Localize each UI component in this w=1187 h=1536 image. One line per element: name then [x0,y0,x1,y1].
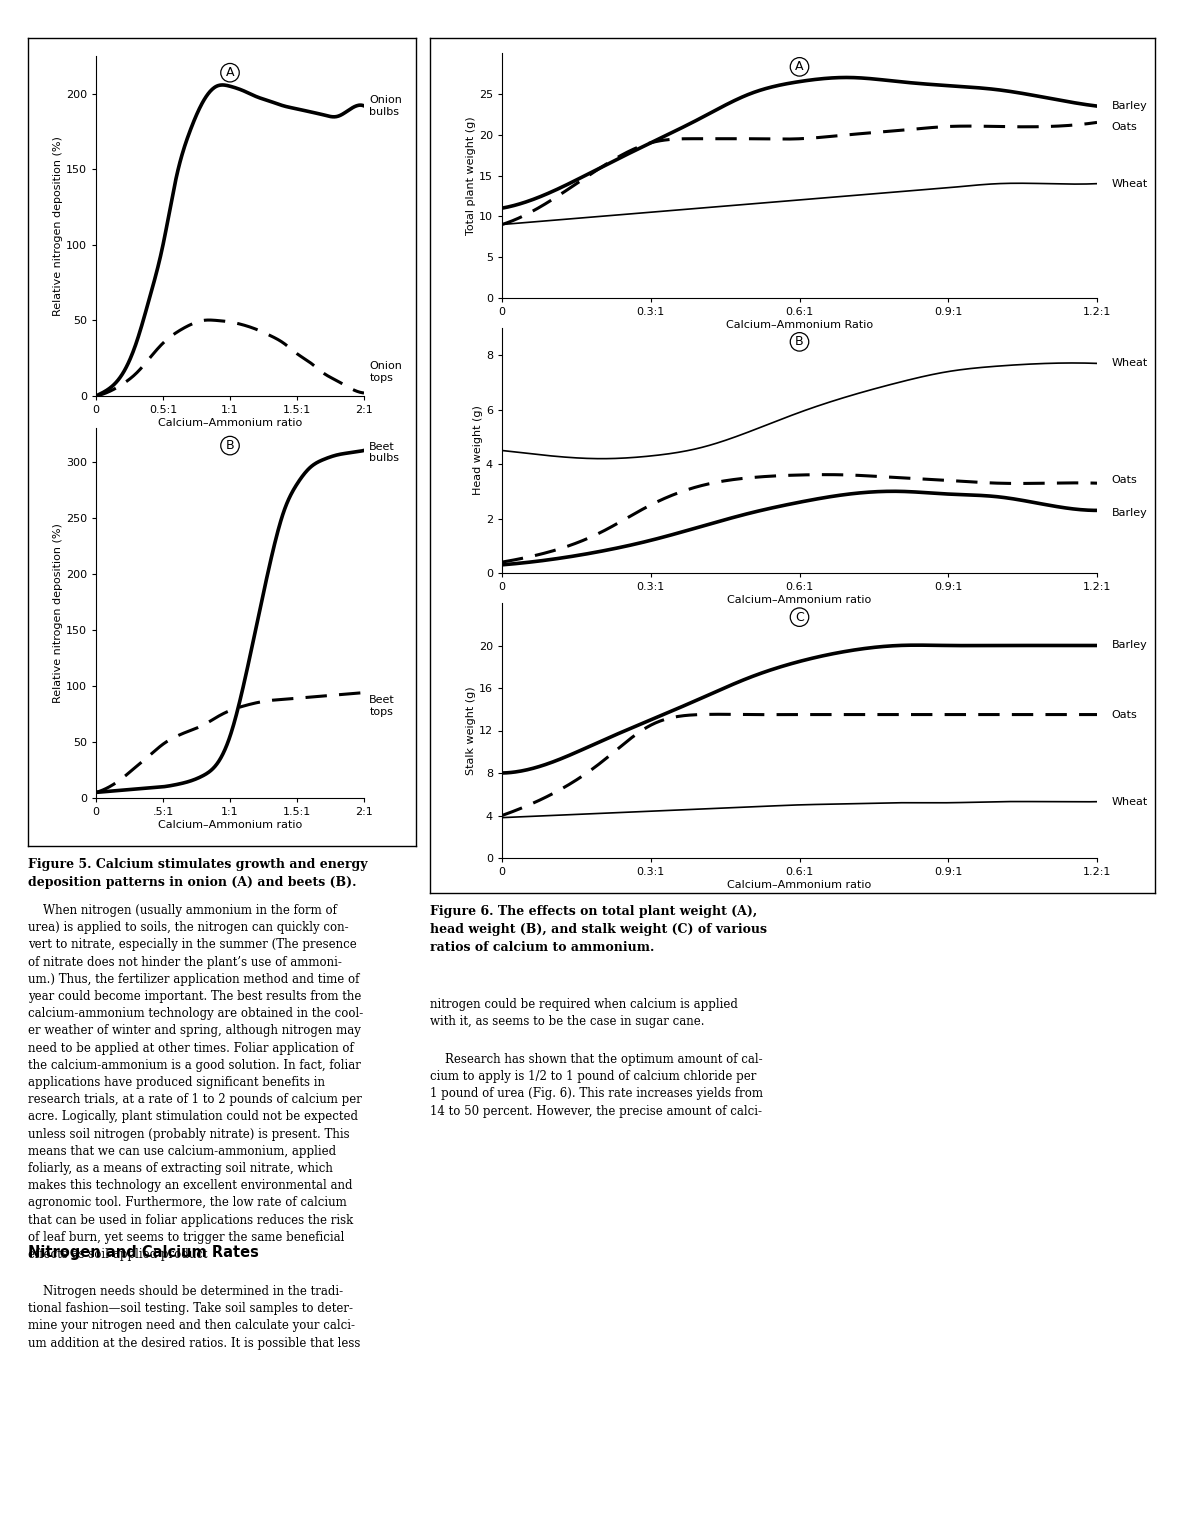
Text: Barley: Barley [1112,641,1148,651]
Text: C: C [795,611,804,624]
Text: Barley: Barley [1112,101,1148,111]
Text: Wheat: Wheat [1112,797,1148,806]
Text: B: B [795,335,804,349]
X-axis label: Calcium–Ammonium ratio: Calcium–Ammonium ratio [728,880,871,889]
Text: Barley: Barley [1112,508,1148,518]
Text: A: A [795,60,804,74]
Text: Nitrogen needs should be determined in the tradi-
tional fashion—soil testing. T: Nitrogen needs should be determined in t… [28,1286,361,1350]
Text: Oats: Oats [1112,121,1137,132]
Text: When nitrogen (usually ammonium in the form of
urea) is applied to soils, the ni: When nitrogen (usually ammonium in the f… [28,905,363,1261]
Text: A: A [226,66,234,80]
Text: Onion
tops: Onion tops [369,361,402,382]
Text: Nitrogen and Calcium Rates: Nitrogen and Calcium Rates [28,1246,259,1260]
Text: Beet
tops: Beet tops [369,696,395,717]
Text: B: B [226,439,234,452]
Text: Wheat: Wheat [1112,358,1148,369]
Text: Research has shown that the optimum amount of cal-
cium to apply is 1/2 to 1 pou: Research has shown that the optimum amou… [430,1054,763,1118]
Y-axis label: Relative nitrogen deposition (%): Relative nitrogen deposition (%) [53,137,63,316]
Text: Wheat: Wheat [1112,178,1148,189]
Text: Figure 5. Calcium stimulates growth and energy
deposition patterns in onion (A) : Figure 5. Calcium stimulates growth and … [28,859,368,889]
Y-axis label: Stalk weight (g): Stalk weight (g) [466,687,476,774]
Text: Figure 6. The effects on total plant weight (A),
head weight (B), and stalk weig: Figure 6. The effects on total plant wei… [430,905,767,954]
Y-axis label: Relative nitrogen deposition (%): Relative nitrogen deposition (%) [53,524,63,703]
Y-axis label: Total plant weight (g): Total plant weight (g) [466,117,476,235]
Text: nitrogen could be required when calcium is applied
with it, as seems to be the c: nitrogen could be required when calcium … [430,998,738,1028]
Text: Oats: Oats [1112,476,1137,485]
X-axis label: Calcium–Ammonium ratio: Calcium–Ammonium ratio [728,594,871,605]
X-axis label: Calcium–Ammonium ratio: Calcium–Ammonium ratio [158,820,303,829]
X-axis label: Calcium–Ammonium Ratio: Calcium–Ammonium Ratio [726,319,874,330]
X-axis label: Calcium–Ammonium ratio: Calcium–Ammonium ratio [158,418,303,429]
Text: Beet
bulbs: Beet bulbs [369,442,399,464]
Y-axis label: Head weight (g): Head weight (g) [474,406,483,496]
Text: Oats: Oats [1112,710,1137,719]
Text: Onion
bulbs: Onion bulbs [369,95,402,117]
